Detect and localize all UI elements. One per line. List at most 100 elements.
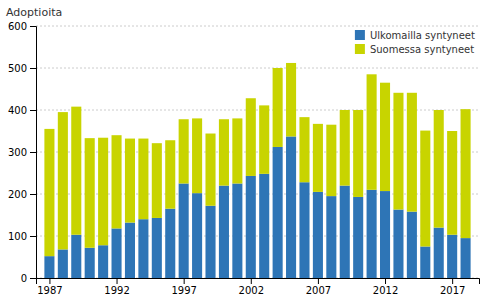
bar bbox=[138, 139, 148, 220]
tick-label: 600 bbox=[8, 21, 27, 32]
y-axis: 0 100 200 300 400 500 600 bbox=[8, 21, 37, 284]
bar bbox=[259, 105, 269, 173]
bar bbox=[447, 131, 457, 235]
tick: 2002 bbox=[239, 278, 264, 296]
bar bbox=[165, 140, 175, 208]
grid-line bbox=[36, 68, 479, 69]
tick-label: 1987 bbox=[37, 285, 62, 296]
bar bbox=[273, 68, 283, 147]
tick-mark bbox=[30, 68, 36, 69]
tick-label: 100 bbox=[8, 231, 27, 242]
tick: 0 bbox=[21, 273, 36, 284]
bar bbox=[461, 238, 471, 278]
bar bbox=[420, 131, 430, 247]
bar bbox=[367, 190, 377, 278]
tick-mark bbox=[385, 278, 386, 284]
tick: 600 bbox=[8, 21, 36, 32]
tick-mark bbox=[49, 278, 50, 284]
series bbox=[44, 63, 470, 256]
bar bbox=[44, 129, 54, 256]
bar bbox=[407, 93, 417, 212]
x-axis: 1987 1992 1997 2002 2007 2012 2017 bbox=[37, 278, 480, 296]
bar bbox=[259, 174, 269, 278]
tick-label: 2007 bbox=[306, 285, 331, 296]
bar bbox=[326, 125, 336, 196]
tick: 2007 bbox=[306, 278, 331, 296]
tick-mark bbox=[452, 278, 453, 284]
bar bbox=[44, 256, 54, 278]
bar bbox=[112, 228, 122, 278]
bar bbox=[138, 219, 148, 278]
legend-item: Suomessa syntyneet bbox=[355, 44, 474, 55]
bar bbox=[380, 83, 390, 191]
grid bbox=[36, 26, 479, 278]
bar bbox=[192, 193, 202, 278]
bar bbox=[353, 110, 363, 197]
legend: Ulkomailla syntyneet Suomessa syntyneet bbox=[355, 30, 475, 55]
series bbox=[44, 136, 470, 278]
legend-item: Ulkomailla syntyneet bbox=[355, 30, 475, 41]
bar bbox=[152, 218, 162, 278]
bar bbox=[98, 245, 108, 278]
bar bbox=[246, 176, 256, 278]
tick-label: 0 bbox=[21, 273, 27, 284]
bar bbox=[299, 182, 309, 278]
bar bbox=[58, 249, 68, 278]
bar bbox=[85, 138, 95, 248]
tick-label: 1997 bbox=[171, 285, 196, 296]
chart: 1987 1992 1997 2002 2007 2012 2017 0 100 200 300 40… bbox=[0, 0, 491, 302]
legend-label: Ulkomailla syntyneet bbox=[370, 30, 475, 41]
bars bbox=[44, 63, 470, 278]
bar bbox=[273, 147, 283, 278]
tick: 1987 bbox=[37, 278, 62, 296]
y-axis-label: Adoptioita bbox=[6, 6, 62, 19]
bar bbox=[286, 63, 296, 136]
tick: 500 bbox=[8, 63, 36, 74]
tick-mark bbox=[30, 194, 36, 195]
bar bbox=[434, 110, 444, 228]
tick-mark bbox=[318, 278, 319, 284]
bar bbox=[205, 206, 215, 278]
tick-mark bbox=[30, 236, 36, 237]
tick-label: 2002 bbox=[239, 285, 264, 296]
tick: 200 bbox=[8, 189, 36, 200]
tick: 100 bbox=[8, 231, 36, 242]
tick: 400 bbox=[8, 105, 36, 116]
bar bbox=[71, 107, 81, 235]
tick: 2017 bbox=[440, 278, 465, 296]
tick-mark bbox=[30, 152, 36, 153]
bar bbox=[205, 134, 215, 206]
bar bbox=[179, 184, 189, 279]
tick: 1992 bbox=[104, 278, 129, 296]
bar bbox=[407, 212, 417, 278]
x-axis-line bbox=[37, 279, 480, 285]
tick-mark bbox=[184, 278, 185, 284]
bar bbox=[98, 138, 108, 246]
bar bbox=[340, 110, 350, 186]
tick-mark bbox=[251, 278, 252, 284]
legend-swatch bbox=[355, 30, 365, 40]
tick-mark bbox=[30, 26, 36, 27]
bar bbox=[299, 117, 309, 182]
bar bbox=[246, 98, 256, 176]
bar bbox=[393, 93, 403, 210]
bar bbox=[367, 74, 377, 190]
bar bbox=[313, 192, 323, 278]
tick-mark bbox=[117, 278, 118, 284]
bar bbox=[420, 247, 430, 279]
bar bbox=[85, 248, 95, 278]
tick: 300 bbox=[8, 147, 36, 158]
tick-label: 2012 bbox=[373, 285, 398, 296]
bar bbox=[447, 235, 457, 278]
bar bbox=[58, 112, 68, 249]
tick: 2012 bbox=[373, 278, 398, 296]
bar bbox=[179, 119, 189, 183]
tick: 1997 bbox=[171, 278, 196, 296]
bar bbox=[125, 223, 135, 278]
bar bbox=[152, 143, 162, 218]
bar bbox=[286, 136, 296, 278]
tick-label: 400 bbox=[8, 105, 27, 116]
tick-mark bbox=[30, 278, 36, 279]
bar bbox=[326, 196, 336, 278]
bar bbox=[219, 119, 229, 185]
